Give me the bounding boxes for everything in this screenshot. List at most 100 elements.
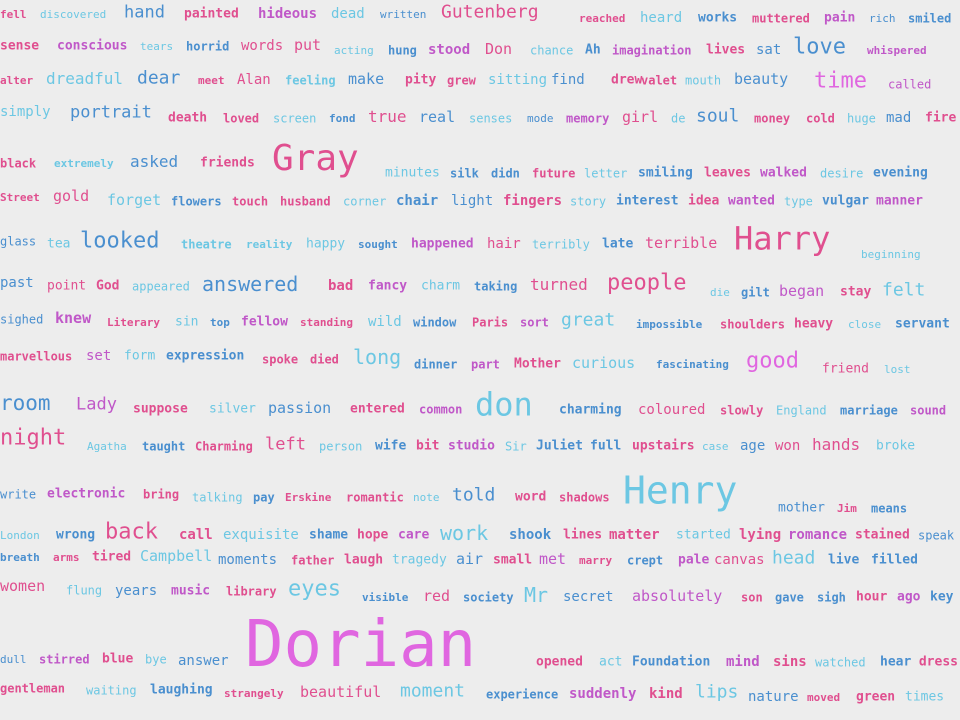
cloud-word: servant bbox=[895, 316, 950, 332]
cloud-word: pain bbox=[824, 10, 856, 26]
cloud-word: sound bbox=[910, 403, 947, 418]
cloud-word: opened bbox=[536, 654, 583, 670]
cloud-word: died bbox=[310, 352, 339, 367]
cloud-word: flowers bbox=[171, 194, 222, 209]
cloud-word: heavy bbox=[794, 316, 834, 332]
cloud-word: stay bbox=[840, 284, 872, 300]
cloud-word: moved bbox=[807, 691, 841, 705]
cloud-word: word bbox=[515, 489, 547, 505]
cloud-word: simply bbox=[0, 103, 51, 120]
cloud-word: interest bbox=[616, 193, 679, 209]
cloud-word: silk bbox=[450, 166, 479, 181]
cloud-word: Gray bbox=[272, 138, 359, 180]
cloud-word: charming bbox=[559, 402, 622, 418]
cloud-word: head bbox=[772, 547, 816, 569]
cloud-word: valet bbox=[641, 73, 678, 88]
cloud-word: sin bbox=[175, 314, 199, 330]
cloud-word: great bbox=[561, 309, 616, 331]
cloud-word: back bbox=[105, 519, 158, 545]
cloud-word: nature bbox=[748, 688, 799, 705]
cloud-word: sought bbox=[358, 238, 398, 252]
cloud-word: broke bbox=[876, 438, 916, 454]
cloud-word: kind bbox=[649, 685, 683, 702]
cloud-word: hope bbox=[357, 527, 389, 543]
cloud-word: Campbell bbox=[140, 547, 213, 565]
cloud-word: Gutenberg bbox=[441, 1, 539, 23]
cloud-word: called bbox=[888, 77, 932, 92]
cloud-word: night bbox=[0, 425, 67, 451]
cloud-word: women bbox=[0, 577, 46, 595]
cloud-word: long bbox=[353, 345, 402, 369]
cloud-word: mother bbox=[778, 500, 825, 516]
cloud-word: type bbox=[784, 194, 813, 209]
cloud-word: Alan bbox=[237, 71, 271, 88]
cloud-word: screen bbox=[273, 111, 317, 126]
cloud-word: turned bbox=[530, 275, 588, 295]
cloud-word: beautiful bbox=[300, 683, 382, 701]
cloud-word: fond bbox=[329, 112, 356, 126]
cloud-word: love bbox=[793, 34, 846, 60]
cloud-word: felt bbox=[882, 279, 926, 301]
cloud-word: top bbox=[210, 316, 230, 330]
cloud-word: mouth bbox=[685, 73, 722, 88]
cloud-word: studio bbox=[448, 438, 495, 454]
cloud-word: dear bbox=[137, 67, 181, 89]
cloud-word: expression bbox=[166, 348, 245, 364]
cloud-word: speak bbox=[918, 528, 955, 543]
cloud-word: romantic bbox=[346, 490, 404, 505]
cloud-word: happy bbox=[306, 236, 346, 252]
cloud-word: hands bbox=[812, 435, 861, 455]
cloud-word: write bbox=[0, 487, 37, 502]
cloud-word: husband bbox=[280, 194, 331, 209]
cloud-word: window bbox=[413, 315, 457, 330]
cloud-word: means bbox=[871, 501, 908, 516]
cloud-word: Jim bbox=[837, 502, 857, 516]
cloud-word: dull bbox=[0, 653, 27, 667]
cloud-word: times bbox=[905, 689, 945, 705]
cloud-word: future bbox=[532, 166, 576, 181]
cloud-word: moments bbox=[218, 551, 278, 568]
cloud-word: wife bbox=[375, 438, 407, 454]
cloud-word: happened bbox=[411, 236, 474, 252]
cloud-word: taught bbox=[142, 439, 186, 454]
cloud-word: Paris bbox=[472, 315, 509, 330]
cloud-word: London bbox=[0, 529, 40, 543]
cloud-word: grew bbox=[447, 73, 476, 88]
cloud-word: laugh bbox=[344, 552, 384, 568]
cloud-word: Street bbox=[0, 191, 40, 205]
cloud-word: point bbox=[47, 278, 87, 294]
cloud-word: work bbox=[440, 521, 489, 545]
cloud-word: romance bbox=[788, 526, 848, 543]
cloud-word: suppose bbox=[133, 401, 188, 417]
cloud-word: dress bbox=[918, 654, 958, 670]
cloud-word: suddenly bbox=[569, 685, 637, 702]
cloud-word: shame bbox=[309, 527, 349, 543]
cloud-word: mad bbox=[886, 109, 912, 126]
cloud-word: sense bbox=[0, 38, 40, 54]
cloud-word: years bbox=[115, 582, 158, 599]
cloud-word: left bbox=[265, 434, 306, 455]
cloud-word: hour bbox=[856, 589, 888, 605]
cloud-word: met bbox=[539, 550, 567, 568]
cloud-word: Don bbox=[485, 40, 513, 58]
cloud-word: wanted bbox=[728, 193, 775, 209]
cloud-word: written bbox=[380, 8, 427, 22]
cloud-word: tired bbox=[92, 549, 132, 565]
cloud-word: sort bbox=[520, 315, 549, 330]
cloud-word: hideous bbox=[258, 5, 318, 22]
cloud-word: terrible bbox=[645, 234, 718, 252]
cloud-word: talking bbox=[192, 490, 243, 505]
cloud-word: memory bbox=[566, 111, 610, 126]
cloud-word: girl bbox=[622, 108, 659, 126]
cloud-word: live bbox=[828, 552, 860, 568]
cloud-word: sigh bbox=[817, 590, 846, 605]
cloud-word: secret bbox=[563, 588, 614, 605]
cloud-word: forget bbox=[107, 191, 162, 209]
cloud-word: tea bbox=[47, 236, 71, 252]
cloud-word: care bbox=[398, 527, 430, 543]
cloud-word: time bbox=[814, 68, 867, 94]
cloud-word: library bbox=[226, 584, 277, 599]
cloud-word: call bbox=[179, 526, 213, 543]
cloud-word: gave bbox=[775, 590, 804, 605]
cloud-word: fancy bbox=[368, 278, 408, 294]
